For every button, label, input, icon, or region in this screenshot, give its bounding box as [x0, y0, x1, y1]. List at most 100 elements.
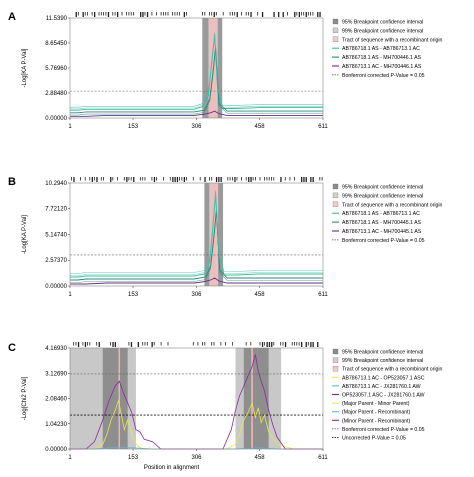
site-tick — [146, 342, 148, 346]
site-tick — [294, 342, 295, 346]
site-tick — [142, 12, 144, 17]
site-tick — [255, 177, 256, 181]
x-tick-label: 306 — [191, 455, 202, 461]
recomb-tract — [118, 348, 121, 449]
site-tick — [259, 342, 261, 346]
site-tick — [220, 177, 222, 182]
site-tick — [252, 177, 254, 181]
site-tick — [248, 177, 250, 182]
series-line-extra — [70, 34, 323, 110]
series-line-extra — [70, 192, 323, 276]
site-tick — [250, 12, 252, 17]
site-tick — [94, 12, 96, 17]
site-ticks-b — [71, 177, 323, 182]
y-axis-label: -Log[KA P-Val] — [22, 215, 28, 254]
recomb-tract — [251, 348, 253, 449]
site-tick — [298, 342, 300, 346]
x-tick-label: 1 — [68, 455, 72, 461]
site-tick — [301, 12, 302, 16]
site-tick — [112, 342, 114, 347]
site-tick — [156, 12, 157, 16]
x-tick-label: 611 — [318, 124, 328, 130]
y-tick-label: 5.14740 — [45, 232, 67, 238]
site-tick — [204, 342, 206, 346]
legend-label: 99% Breakpoint confidence interval — [342, 358, 423, 364]
site-tick — [250, 342, 252, 346]
series-line-a-1 — [70, 35, 323, 111]
site-tick — [305, 177, 307, 182]
legend-label: AB786718.1 AS - MH700445.1 AS — [342, 220, 422, 226]
site-tick — [144, 342, 146, 346]
site-tick — [130, 12, 132, 16]
site-tick — [298, 12, 300, 17]
site-tick — [204, 177, 206, 182]
legend-b: 95% Breakpoint confidence interval 99% Br… — [332, 183, 443, 244]
site-tick — [215, 177, 218, 182]
x-tick-label: 458 — [255, 292, 266, 298]
legend-label: Tract of sequence with a recombinant ori… — [342, 202, 443, 208]
x-tick-label: 611 — [318, 292, 328, 298]
x-tick-label: 611 — [318, 455, 328, 461]
site-tick — [271, 177, 272, 181]
site-tick — [192, 177, 194, 181]
series-line-extra — [70, 49, 323, 116]
site-tick — [137, 342, 139, 347]
site-tick — [245, 12, 247, 16]
site-tick — [232, 342, 233, 346]
site-tick — [234, 12, 236, 16]
site-tick — [91, 12, 93, 16]
site-tick — [87, 12, 88, 16]
x-tick-label: 1 — [68, 124, 72, 130]
site-tick — [273, 342, 275, 346]
legend-swatch — [332, 192, 339, 199]
legend-swatch — [332, 18, 339, 25]
site-tick — [241, 177, 242, 181]
site-tick — [126, 12, 127, 16]
site-tick — [123, 177, 125, 181]
site-tick — [77, 342, 80, 347]
panel-c: C 0.00000 1.04230 2.08460 3.12690 4.16930 1 153… — [8, 342, 443, 471]
y-tick-label: 7.72120 — [45, 207, 67, 213]
legend-label: AB786713.1 AC - MH700446.1 AS — [342, 64, 422, 70]
legend-label: AB786718.1 AS - AB786713.1 AC — [342, 46, 420, 52]
site-tick — [174, 12, 176, 16]
site-tick — [174, 177, 176, 182]
x-axis-label: Position in alignment — [144, 465, 200, 471]
y-tick-label: 8.65450 — [45, 41, 67, 47]
site-tick — [202, 12, 203, 16]
site-tick — [236, 12, 238, 17]
series-line-extra — [70, 190, 323, 274]
site-tick — [96, 177, 98, 182]
y-tick-label: 4.16930 — [45, 346, 67, 352]
site-tick — [213, 342, 215, 346]
site-tick — [140, 177, 141, 181]
site-tick — [165, 12, 167, 16]
ci99-band — [243, 348, 269, 449]
legend-label: (Major Parent - Minor Parent) — [342, 401, 410, 407]
series-line-a-3 — [70, 110, 323, 117]
site-tick — [156, 177, 157, 181]
site-tick — [197, 342, 199, 346]
site-tick — [321, 177, 323, 181]
site-tick — [121, 12, 123, 16]
x-tick-label: 458 — [255, 455, 266, 461]
site-tick — [112, 177, 114, 181]
site-tick — [151, 342, 153, 347]
site-tick — [225, 342, 226, 346]
legend-label: Tract of sequence with a recombinant ori… — [342, 367, 443, 373]
site-tick — [294, 177, 295, 181]
site-tick — [110, 177, 112, 182]
site-tick — [91, 177, 93, 182]
legend-label: AB786718.1 AS - MH700446.1 AS — [342, 55, 422, 61]
site-tick — [87, 342, 88, 346]
site-tick — [114, 12, 116, 16]
site-tick — [305, 12, 307, 17]
site-tick — [266, 342, 268, 347]
site-tick — [100, 177, 102, 181]
site-tick — [146, 12, 149, 17]
site-tick — [211, 12, 213, 16]
y-tick-label: 11.5390 — [46, 16, 68, 22]
site-tick — [284, 342, 287, 347]
legend-label: 95% Breakpoint confidence interval — [342, 185, 423, 191]
site-tick — [117, 177, 118, 181]
